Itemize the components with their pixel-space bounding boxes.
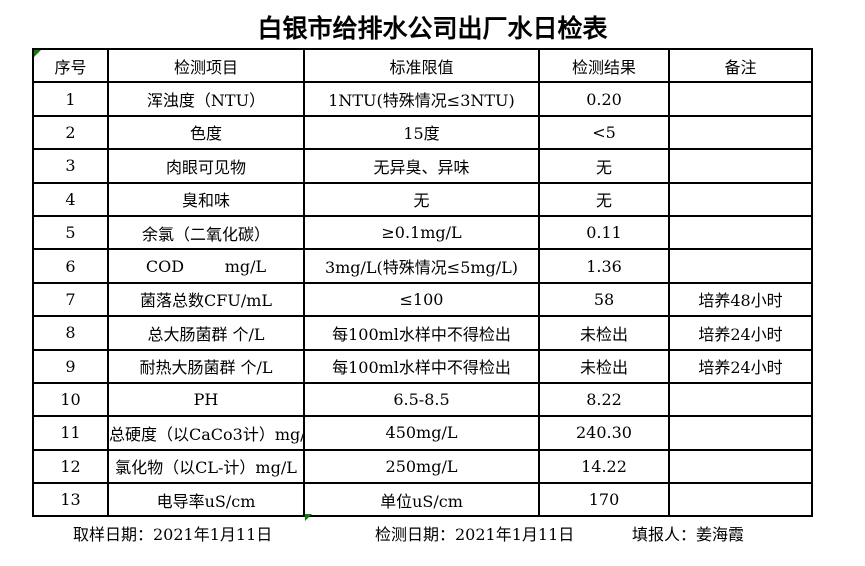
cell-result: 8.22	[538, 381, 670, 418]
cell-item: 余氯（二氧化碳）	[107, 214, 305, 251]
test-date-text: 检测日期：2021年1月11日	[375, 525, 575, 544]
cell-item: 电导率uS/cm	[107, 482, 305, 518]
cell-item: 总硬度（以CaCo3计）mg/L	[107, 415, 305, 451]
column-header: 检测项目	[107, 47, 305, 84]
cell-limit: 3mg/L(特殊情况≤5mg/L)	[303, 248, 540, 284]
column-header: 检测结果	[538, 47, 670, 84]
cell-remark	[668, 248, 813, 284]
cell-item: 菌落总数CFU/mL	[107, 281, 305, 318]
cell-remark	[668, 415, 813, 451]
cell-item: 总大肠菌群 个/L	[107, 315, 305, 351]
cell-no: 3	[32, 148, 109, 184]
cell-limit: 250mg/L	[303, 448, 540, 485]
cell-remark: 培养24小时	[668, 315, 813, 351]
table-row: 11 总硬度（以CaCo3计）mg/L 450mg/L 240.30	[32, 415, 813, 451]
inspection-table: 序号 检测项目 标准限值 检测结果 备注 1 浑浊度（NTU） 1NTU(特殊情况≤3NTU…	[32, 47, 813, 518]
column-header: 备注	[668, 47, 813, 84]
cell-no: 7	[32, 281, 109, 318]
table-row: 10 PH 6.5-8.5 8.22	[32, 381, 813, 418]
table-row: 2 色度 15度 <5	[32, 114, 813, 151]
cell-item: PH	[107, 381, 305, 418]
cell-no: 13	[32, 482, 109, 518]
cell-limit: 1NTU(特殊情况≤3NTU)	[303, 81, 540, 117]
table-row: 7 菌落总数CFU/mL ≤100 58 培养48小时	[32, 281, 813, 318]
cell-limit: 单位uS/cm	[303, 482, 540, 518]
cell-result: 240.30	[538, 415, 670, 451]
cell-no: 8	[32, 315, 109, 351]
cell-item: COD mg/L	[107, 248, 305, 284]
cell-no: 2	[32, 114, 109, 151]
cell-result: 58	[538, 281, 670, 318]
footer: 取样日期：2021年1月11日 检测日期：2021年1月11日 填报人：姜海霞	[0, 521, 865, 545]
cell-item: 肉眼可见物	[107, 148, 305, 184]
cell-no: 9	[32, 348, 109, 384]
cell-limit: 450mg/L	[303, 415, 540, 451]
cell-limit: 每100ml水样中不得检出	[303, 348, 540, 384]
cell-result: 0.20	[538, 81, 670, 117]
cell-limit: ≥0.1mg/L	[303, 214, 540, 251]
cell-result: 14.22	[538, 448, 670, 485]
cell-item: 色度	[107, 114, 305, 151]
cell-result: 0.11	[538, 214, 670, 251]
cell-item: 耐热大肠菌群 个/L	[107, 348, 305, 384]
cell-limit: 无异臭、异味	[303, 148, 540, 184]
table-row: 12 氯化物（以CL-计）mg/L 250mg/L 14.22	[32, 448, 813, 485]
cell-limit: 每100ml水样中不得检出	[303, 315, 540, 351]
cell-remark	[668, 148, 813, 184]
cell-result: <5	[538, 114, 670, 151]
cell-no: 11	[32, 415, 109, 451]
reporter-text: 填报人：姜海霞	[632, 525, 745, 544]
table-row: 5 余氯（二氧化碳） ≥0.1mg/L 0.11	[32, 214, 813, 251]
cell-item: 浑浊度（NTU）	[107, 81, 305, 117]
table-row: 13 电导率uS/cm 单位uS/cm 170	[32, 482, 813, 518]
cell-remark	[668, 482, 813, 518]
table-row: 3 肉眼可见物 无异臭、异味无	[32, 148, 813, 184]
cell-result: 未检出	[538, 348, 670, 384]
cell-result: 170	[538, 482, 670, 518]
cell-item: 臭和味	[107, 181, 305, 217]
cell-result: 未检出	[538, 315, 670, 351]
cell-remark: 培养24小时	[668, 348, 813, 384]
column-header: 标准限值	[303, 47, 540, 84]
cell-result: 1.36	[538, 248, 670, 284]
cell-limit: ≤100	[303, 281, 540, 318]
cell-limit: 15度	[303, 114, 540, 151]
table-row: 6 COD mg/L 3mg/L(特殊情况≤5mg/L) 1.36	[32, 248, 813, 284]
cell-no: 5	[32, 214, 109, 251]
cell-no: 1	[32, 81, 109, 117]
page-title: 白银市给排水公司出厂水日检表	[257, 14, 608, 43]
cell-remark	[668, 81, 813, 117]
column-header: 序号	[32, 47, 109, 84]
cell-remark	[668, 114, 813, 151]
cell-remark	[668, 214, 813, 251]
cell-remark	[668, 381, 813, 418]
table-row: 8 总大肠菌群 个/L 每100ml水样中不得检出 未检出 培养24小时	[32, 315, 813, 351]
table-body: 1 浑浊度（NTU） 1NTU(特殊情况≤3NTU) 0.20 2 色度 15度 <5 3 肉眼可…	[32, 81, 813, 518]
cell-no: 10	[32, 381, 109, 418]
cell-no: 4	[32, 181, 109, 217]
excel-error-indicator-icon	[34, 50, 41, 57]
cell-item: 氯化物（以CL-计）mg/L	[107, 448, 305, 485]
table-row: 4 臭和味无无	[32, 181, 813, 217]
cell-remark	[668, 448, 813, 485]
cell-limit: 无	[303, 181, 540, 217]
cell-remark: 培养48小时	[668, 281, 813, 318]
cell-limit: 6.5-8.5	[303, 381, 540, 418]
excel-error-indicator-icon	[305, 514, 312, 521]
table-row: 1 浑浊度（NTU） 1NTU(特殊情况≤3NTU) 0.20	[32, 81, 813, 117]
header-row: 序号 检测项目 标准限值 检测结果 备注	[32, 47, 813, 84]
cell-no: 6	[32, 248, 109, 284]
sample-date-text: 取样日期：2021年1月11日	[73, 525, 273, 544]
cell-result: 无	[538, 148, 670, 184]
cell-no: 12	[32, 448, 109, 485]
cell-result: 无	[538, 181, 670, 217]
cell-remark	[668, 181, 813, 217]
table-row: 9 耐热大肠菌群 个/L 每100ml水样中不得检出 未检出 培养24小时	[32, 348, 813, 384]
